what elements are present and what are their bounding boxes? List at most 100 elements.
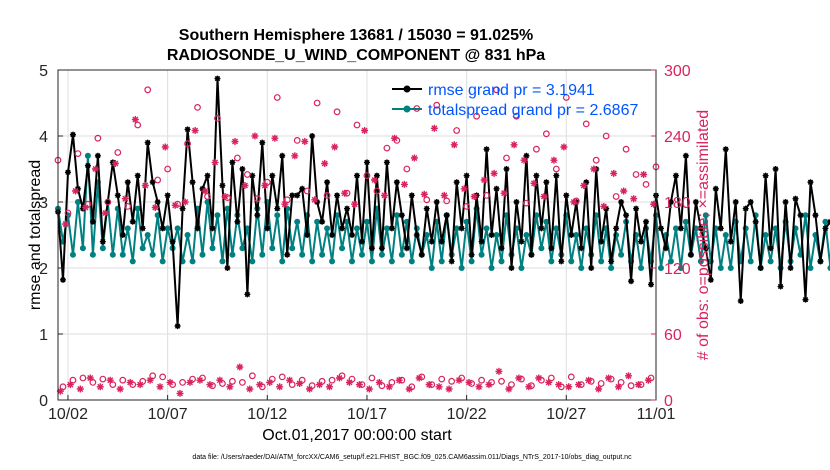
obs-possible-marker [288, 381, 296, 389]
obs-assimilated-marker [141, 182, 149, 189]
x-tick-label: 10/17 [347, 406, 387, 423]
totalspread-marker [553, 225, 560, 232]
obs-assimilated-marker [520, 156, 528, 164]
obs-possible-marker [328, 376, 336, 384]
obs-possible-marker [498, 377, 505, 385]
totalspread-marker [747, 258, 754, 265]
obs-assimilated-marker [595, 385, 603, 393]
obs-assimilated-marker [335, 374, 343, 382]
obs-possible-marker [154, 176, 162, 184]
legend-spread-marker [403, 105, 411, 113]
obs-assimilated-marker [151, 204, 159, 211]
obs-possible-marker [433, 101, 441, 109]
rmse-marker-star [802, 296, 809, 303]
obs-possible-marker [278, 373, 286, 381]
obs-assimilated-marker [136, 381, 144, 389]
rmse-marker-star [408, 192, 415, 199]
x-tick-label: 10/07 [148, 406, 188, 423]
rmse-marker-star [752, 218, 759, 225]
rmse-marker-star [623, 212, 630, 219]
rmse-marker-star [344, 205, 351, 212]
y-tick-label-right: 240 [664, 129, 691, 146]
rmse-marker-star [99, 238, 106, 245]
rmse-marker-star [578, 245, 585, 252]
obs-possible-marker [253, 195, 261, 203]
obs-possible-marker [368, 374, 376, 382]
rmse-marker-star [289, 192, 296, 199]
obs-possible-marker [453, 127, 461, 134]
obs-assimilated-marker [585, 376, 593, 384]
rmse-marker-star [563, 192, 570, 199]
obs-possible-marker [562, 94, 570, 101]
rmse-marker-star [588, 265, 595, 271]
obs-assimilated-marker [530, 179, 538, 187]
legend-rmse-label: rmse grand pr = 3.1941 [428, 82, 595, 99]
obs-assimilated-marker [400, 180, 408, 188]
y-tick-label-right: 0 [664, 393, 673, 410]
rmse-marker-star [448, 258, 455, 265]
rmse-marker-star [493, 185, 500, 192]
obs-assimilated-marker [470, 193, 478, 200]
totalspread-marker [523, 232, 530, 238]
totalspread-marker [827, 265, 830, 271]
obs-assimilated-marker [101, 209, 109, 217]
totalspread-marker [767, 258, 774, 265]
obs-possible-marker [323, 191, 331, 199]
totalspread-marker [239, 245, 246, 252]
obs-possible-marker [523, 199, 530, 207]
y-tick-label-left: 4 [39, 129, 48, 146]
x-axis-label: Oct.01,2017 00:00:00 start [262, 427, 452, 444]
obs-assimilated-marker [266, 378, 274, 386]
obs-assimilated-marker [206, 381, 214, 389]
obs-assimilated-marker [246, 385, 254, 393]
rmse-marker-star [139, 225, 146, 232]
rmse-marker-star [583, 179, 590, 186]
rmse-marker-star [543, 179, 550, 186]
rmse-marker-star [657, 225, 664, 232]
rmse-marker-star [453, 179, 460, 186]
obs-assimilated-marker [316, 381, 324, 389]
obs-assimilated-marker [640, 171, 648, 178]
obs-possible-marker [622, 145, 630, 153]
obs-possible-marker [134, 121, 142, 129]
obs-possible-marker [248, 372, 256, 380]
obs-possible-marker [547, 374, 555, 382]
obs-possible-marker [313, 99, 321, 107]
totalspread-marker [174, 225, 181, 232]
totalspread-marker [164, 225, 171, 232]
obs-assimilated-marker [475, 383, 483, 391]
obs-possible-marker [94, 134, 102, 142]
obs-possible-marker [89, 379, 97, 386]
rmse-marker-star [817, 258, 824, 265]
obs-possible-marker [109, 381, 117, 389]
totalspread-marker [363, 218, 370, 225]
obs-assimilated-marker [615, 383, 623, 391]
rmse-marker-star [633, 205, 640, 212]
totalspread-marker [458, 265, 465, 271]
rmse-marker-star [518, 238, 525, 245]
obs-assimilated-marker [146, 376, 154, 384]
totalspread-marker [214, 212, 221, 219]
obs-assimilated-marker [345, 378, 353, 386]
totalspread-marker [339, 245, 346, 252]
totalspread-marker [483, 225, 490, 232]
obs-possible-marker [388, 379, 396, 386]
obs-possible-marker [74, 150, 82, 158]
obs-possible-marker [552, 165, 560, 173]
obs-assimilated-marker [62, 220, 70, 228]
totalspread-marker [598, 258, 605, 265]
rmse-marker-star [418, 251, 425, 258]
obs-assimilated-marker [91, 165, 99, 173]
rmse-marker-star [792, 195, 799, 202]
rmse-marker-star [254, 212, 261, 219]
rmse-marker-star [682, 152, 689, 159]
obs-possible-marker [353, 121, 361, 129]
rmse-marker-star [533, 172, 540, 179]
obs-assimilated-marker [291, 152, 299, 160]
obs-possible-marker [632, 171, 640, 178]
rmse-marker-star [712, 185, 719, 192]
obs-assimilated-marker [181, 198, 189, 206]
obs-assimilated-marker [286, 376, 294, 384]
totalspread-marker [79, 245, 86, 252]
